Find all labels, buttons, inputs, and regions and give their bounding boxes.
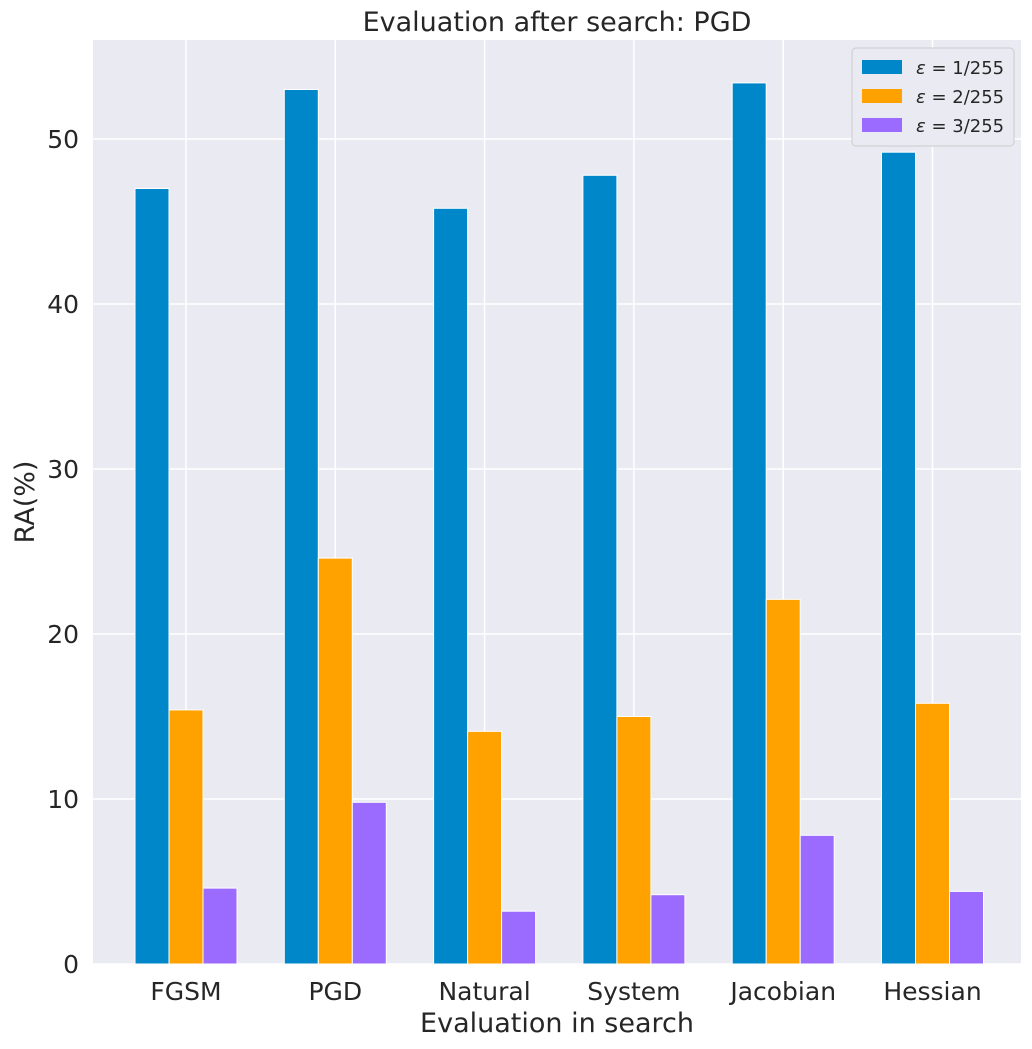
x-tick-label: Hessian xyxy=(883,977,981,1006)
plot-area xyxy=(93,40,1021,964)
x-tick-label: System xyxy=(587,977,680,1006)
legend-label: ε = 2/255 xyxy=(916,87,1004,108)
x-axis-title: Evaluation in search xyxy=(420,1008,694,1039)
y-axis-title: RA(%) xyxy=(10,461,41,544)
bar-system-series-3 xyxy=(650,894,686,965)
bar-pgd-series-2 xyxy=(317,557,353,965)
x-tick-label: FGSM xyxy=(150,977,221,1006)
bar-jacobian-series-3 xyxy=(799,834,835,965)
bar-system-series-2 xyxy=(616,716,652,965)
bar-fgsm-series-3 xyxy=(202,887,238,965)
bar-jacobian-series-1 xyxy=(731,82,767,965)
y-tick-label: 0 xyxy=(63,950,79,979)
bar-natural-series-2 xyxy=(467,730,503,965)
bar-system-series-1 xyxy=(582,174,618,965)
y-tick-label: 50 xyxy=(47,125,79,154)
bar-fgsm-series-1 xyxy=(134,188,170,965)
y-tick-label: 20 xyxy=(47,620,79,649)
legend-swatch xyxy=(862,118,902,132)
legend: ε = 1/255 ε = 2/255 ε = 3/255 xyxy=(851,47,1015,147)
chart-title: Evaluation after search: PGD xyxy=(363,7,752,38)
legend-label: ε = 3/255 xyxy=(916,116,1004,137)
bar-jacobian-series-2 xyxy=(765,598,801,965)
bar-hessian-series-1 xyxy=(881,151,916,965)
bar-hessian-series-3 xyxy=(949,890,984,965)
bar-natural-series-3 xyxy=(501,910,537,965)
bars xyxy=(134,82,984,965)
bar-fgsm-series-2 xyxy=(168,709,204,965)
x-tick-label: Jacobian xyxy=(728,977,836,1006)
legend-swatch xyxy=(862,89,902,103)
y-tick-label: 30 xyxy=(47,455,79,484)
bar-pgd-series-3 xyxy=(351,801,387,965)
x-tick-label: PGD xyxy=(308,977,362,1006)
bar-hessian-series-2 xyxy=(915,702,950,965)
y-tick-label: 40 xyxy=(47,290,79,319)
legend-swatch xyxy=(862,60,902,74)
y-tick-label: 10 xyxy=(47,785,79,814)
bar-pgd-series-1 xyxy=(283,89,319,965)
legend-label: ε = 1/255 xyxy=(916,58,1004,79)
bar-natural-series-1 xyxy=(433,207,469,965)
x-tick-label: Natural xyxy=(438,977,530,1006)
tick-labels: 0 10 20 30 40 50 FGSM PGD Natural System Jacobian H… xyxy=(47,125,981,1006)
